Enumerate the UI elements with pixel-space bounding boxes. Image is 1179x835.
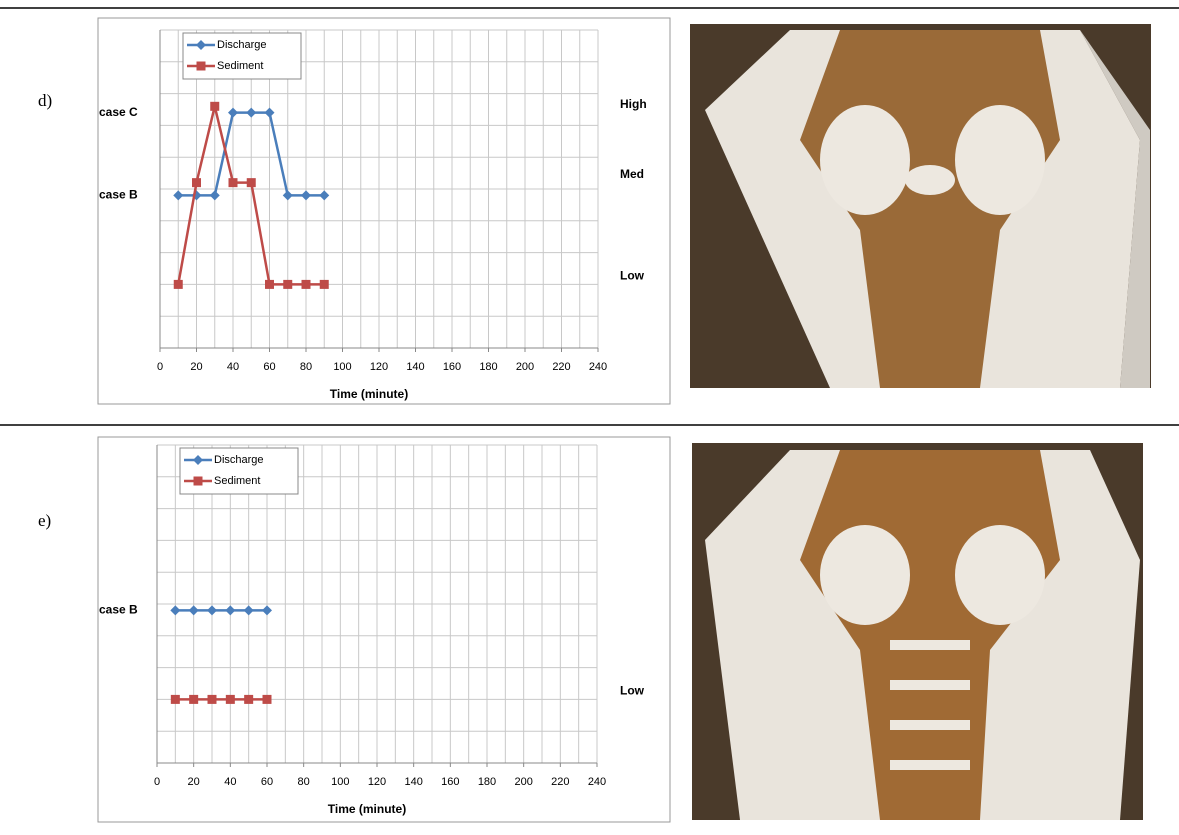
x-tick-label: 20 — [190, 361, 202, 373]
legend-box — [179, 447, 299, 495]
legend-marker — [193, 476, 203, 486]
marker — [301, 190, 311, 201]
legend-label: Discharge — [214, 454, 264, 466]
legend-marker — [193, 455, 203, 465]
x-tick-label: 100 — [333, 361, 351, 373]
x-tick-label: 40 — [227, 361, 239, 373]
marker — [262, 605, 272, 616]
marker — [173, 279, 183, 289]
marker — [173, 190, 184, 201]
marker — [228, 107, 238, 118]
marker — [225, 605, 236, 616]
marker — [262, 694, 272, 704]
marker — [228, 178, 238, 188]
x-tick-label: 100 — [331, 776, 349, 788]
legend-box — [182, 32, 302, 80]
marker — [188, 605, 199, 616]
x-tick-label: 140 — [406, 361, 424, 373]
marker — [244, 694, 254, 704]
level-label: Low — [620, 269, 645, 283]
x-tick-label: 220 — [551, 776, 569, 788]
x-tick-label: 40 — [224, 776, 236, 788]
marker — [207, 605, 217, 616]
x-tick-label: 160 — [443, 361, 461, 373]
chart-frame — [97, 436, 671, 823]
marker — [209, 190, 220, 201]
marker — [207, 694, 217, 704]
x-tick-label: 60 — [263, 361, 275, 373]
legend-label: Discharge — [217, 39, 267, 51]
x-tick-label: 60 — [261, 776, 273, 788]
marker — [282, 190, 293, 201]
marker — [319, 279, 329, 289]
x-tick-label: 120 — [368, 776, 386, 788]
marker — [283, 279, 293, 289]
marker — [210, 101, 220, 111]
level-label: case C — [99, 105, 138, 119]
legend-marker — [196, 40, 206, 50]
marker — [170, 694, 180, 704]
marker — [189, 694, 199, 704]
marker — [246, 107, 257, 118]
x-tick-label: 0 — [157, 361, 163, 373]
legend-label: Sediment — [217, 60, 263, 72]
marker — [301, 279, 311, 289]
marker — [265, 279, 274, 289]
legend-label: Sediment — [214, 475, 260, 487]
x-axis-label: Time (minute) — [328, 802, 406, 816]
level-label: Low — [620, 684, 645, 698]
panel-label: d) — [38, 91, 52, 110]
x-axis-label: Time (minute) — [330, 387, 408, 401]
legend-marker — [196, 61, 206, 71]
x-tick-label: 220 — [552, 361, 570, 373]
x-tick-label: 80 — [300, 361, 312, 373]
marker — [246, 178, 256, 188]
x-tick-label: 200 — [514, 776, 532, 788]
marker — [192, 178, 201, 188]
x-tick-label: 120 — [370, 361, 388, 373]
chart-frame — [97, 17, 671, 405]
x-tick-label: 0 — [154, 776, 160, 788]
x-tick-label: 180 — [478, 776, 496, 788]
level-label: case B — [99, 603, 138, 617]
x-tick-label: 140 — [404, 776, 422, 788]
photo — [692, 443, 1143, 820]
x-tick-label: 160 — [441, 776, 459, 788]
level-label: High — [620, 97, 647, 111]
level-label: Med — [620, 167, 644, 181]
x-tick-label: 240 — [589, 361, 607, 373]
x-tick-label: 20 — [188, 776, 200, 788]
x-tick-label: 200 — [516, 361, 534, 373]
marker — [264, 107, 275, 118]
marker — [319, 190, 330, 201]
marker — [225, 694, 235, 704]
level-label: case B — [99, 188, 138, 202]
photo — [690, 24, 1151, 388]
x-tick-label: 180 — [479, 361, 497, 373]
panel-label: e) — [38, 511, 51, 530]
x-tick-label: 80 — [298, 776, 310, 788]
marker — [170, 605, 181, 616]
x-tick-label: 240 — [588, 776, 606, 788]
marker — [243, 605, 254, 616]
